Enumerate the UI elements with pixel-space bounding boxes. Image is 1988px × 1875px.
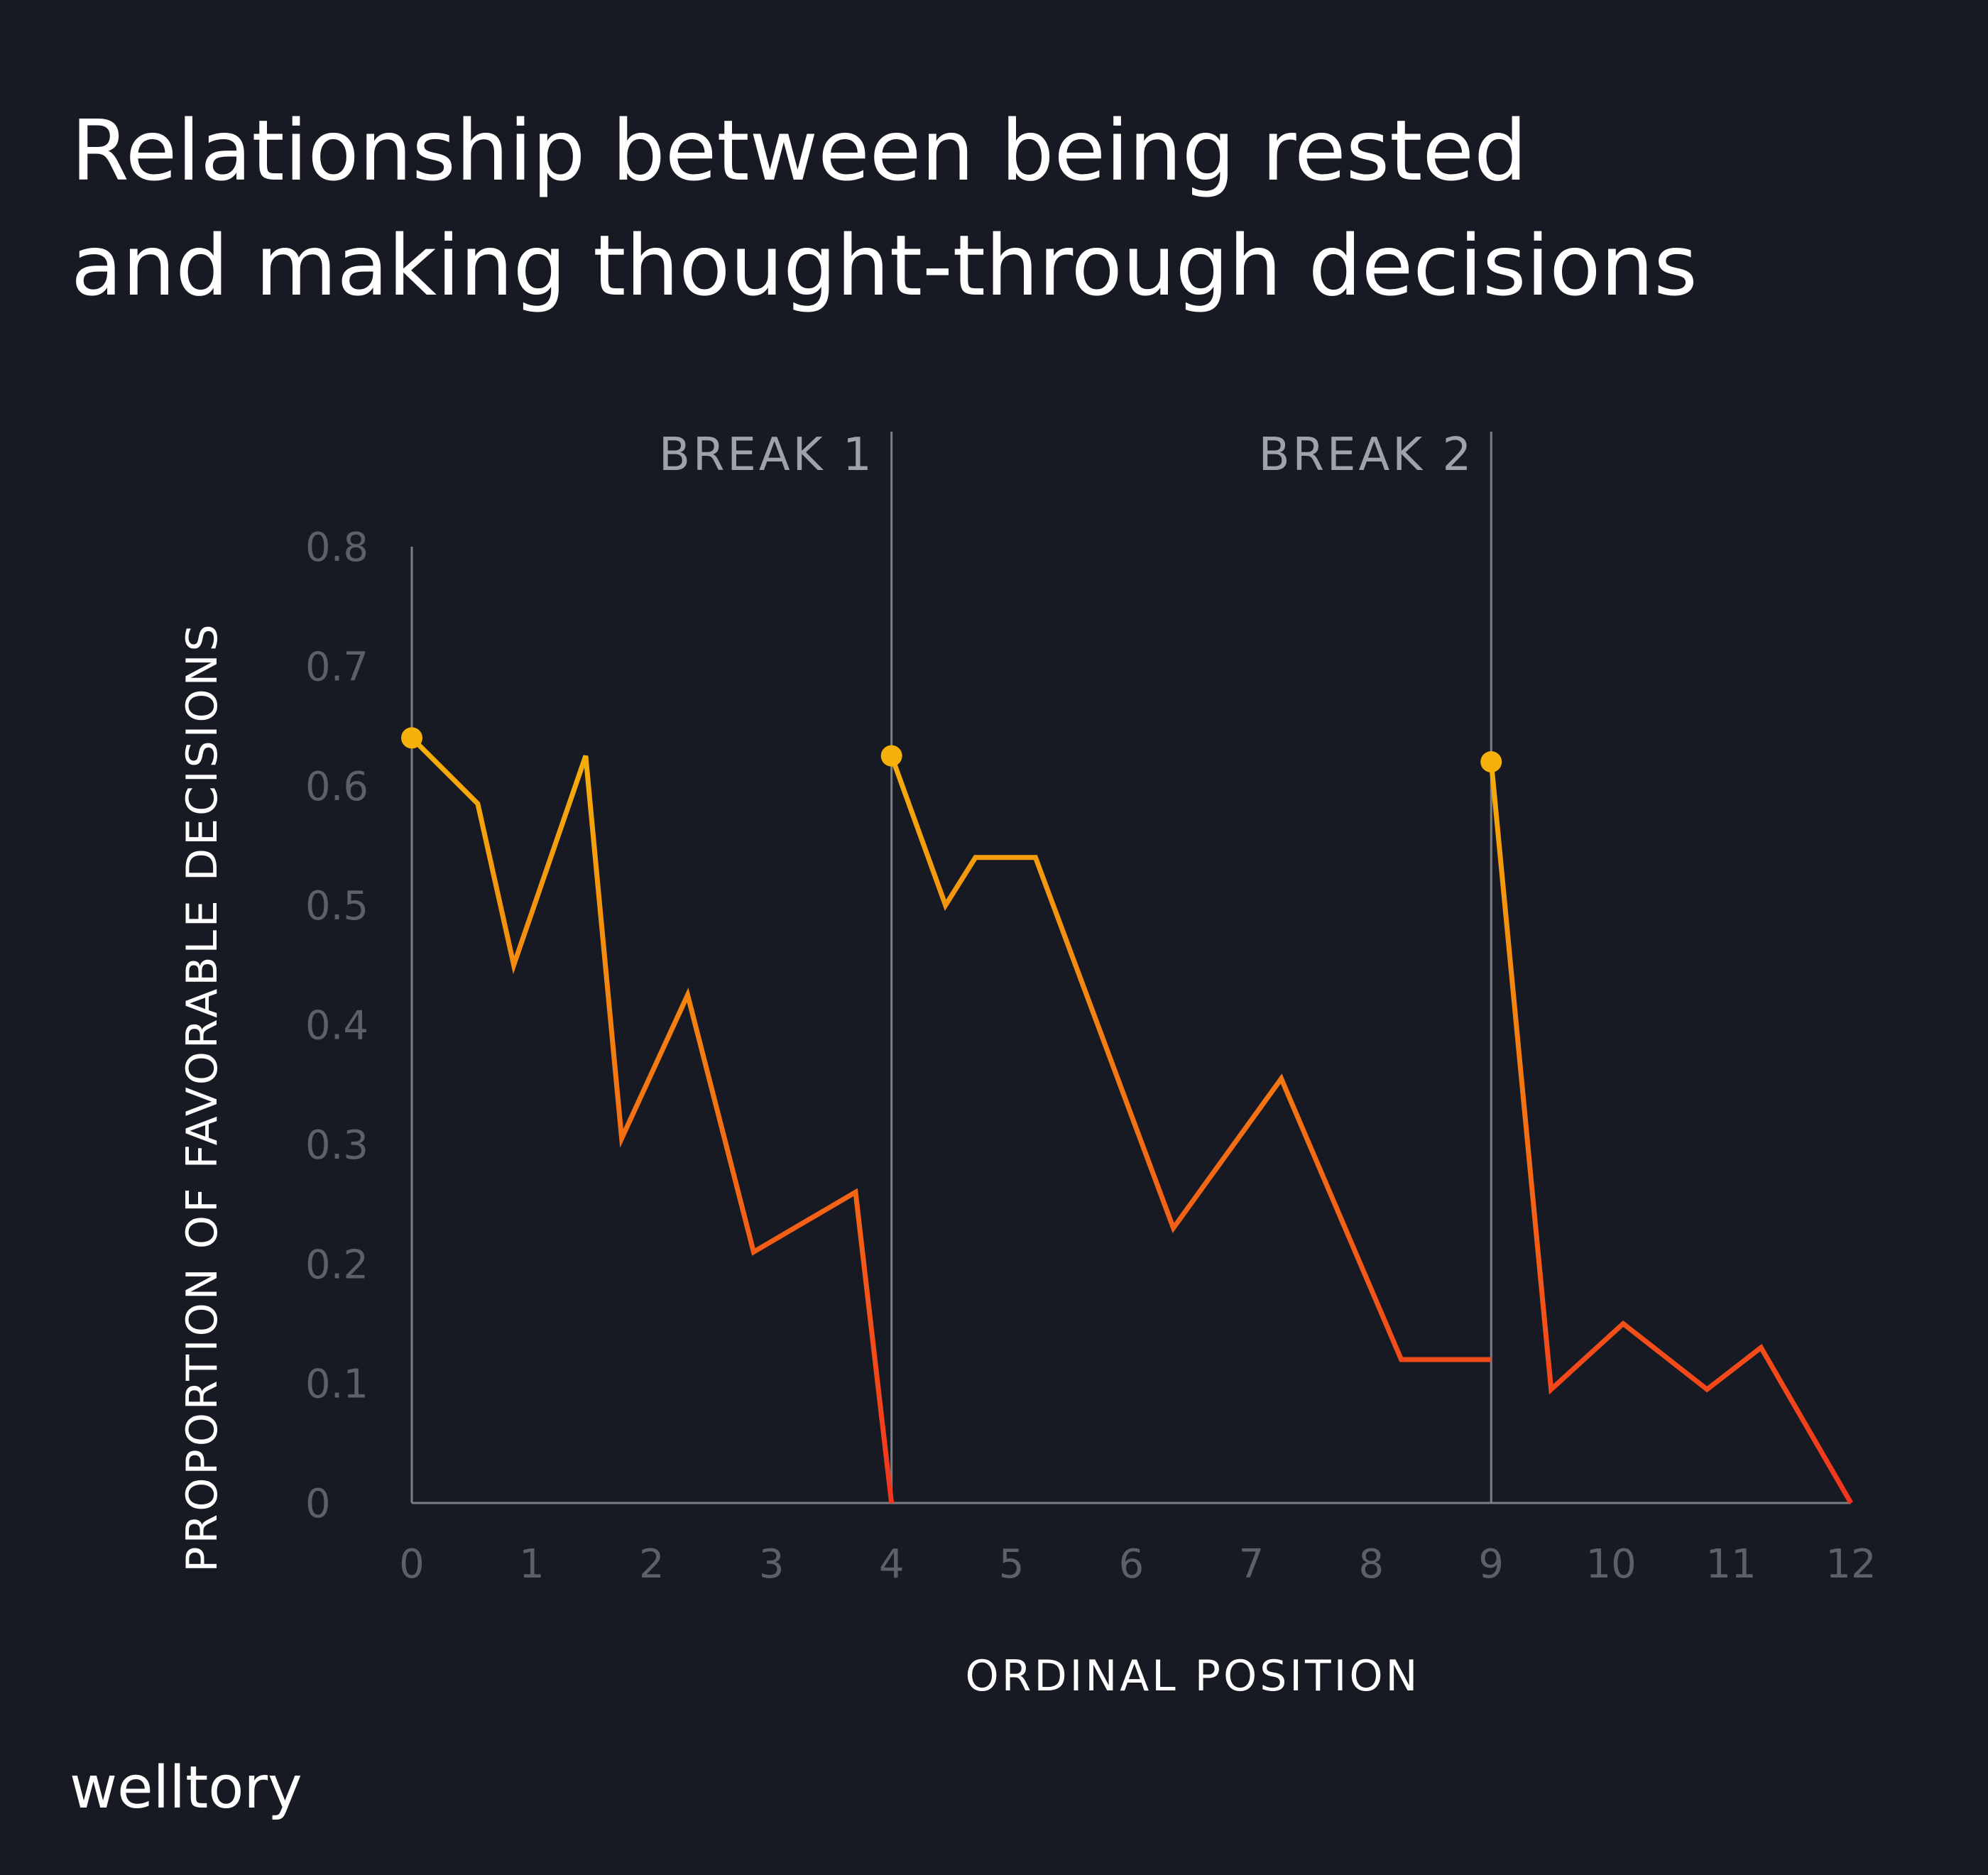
y-tick-label: 0.7 (305, 644, 368, 690)
break-label: BREAK 1 (659, 429, 875, 481)
x-tick-label: 0 (399, 1541, 425, 1587)
x-tick-label: 9 (1478, 1541, 1504, 1587)
chart-title-line-2: and making thought-through decisions (71, 217, 1698, 315)
y-axis-ticks: 0 0.1 0.2 0.3 0.4 0.5 0.6 0.7 0.8 (305, 525, 368, 1527)
x-tick-label: 6 (1119, 1541, 1145, 1587)
x-tick-label: 10 (1586, 1541, 1637, 1587)
segment-start-marker (880, 745, 902, 767)
x-tick-label: 8 (1359, 1541, 1384, 1587)
series-markers (401, 727, 1502, 773)
x-tick-label: 3 (759, 1541, 785, 1587)
y-tick-label: 0.4 (305, 1003, 368, 1049)
y-tick-label: 0.8 (305, 525, 368, 571)
x-tick-label: 12 (1825, 1541, 1876, 1587)
y-tick-label: 0.5 (305, 883, 368, 929)
segment-start-marker (401, 727, 422, 749)
x-axis-title: ORDINAL POSITION (966, 1651, 1421, 1701)
x-tick-label: 2 (639, 1541, 665, 1587)
y-tick-label: 0.2 (305, 1242, 368, 1288)
break-label: BREAK 2 (1259, 429, 1475, 481)
chart-title-line-1: Relationship between being rested (71, 102, 1527, 199)
x-tick-label: 5 (999, 1541, 1025, 1587)
series-lines (410, 736, 1854, 1504)
y-tick-label: 0.1 (305, 1362, 368, 1408)
x-tick-label: 4 (879, 1541, 905, 1587)
y-tick-label: 0 (305, 1481, 331, 1527)
y-tick-label: 0.6 (305, 764, 368, 810)
series-segment (410, 736, 895, 1504)
y-axis-title: PROPORTION OF FAVORABLE DECISIONS (178, 621, 227, 1572)
welltory-logo: welltory (70, 1754, 302, 1822)
x-tick-label: 11 (1705, 1541, 1756, 1587)
x-tick-label: 7 (1239, 1541, 1265, 1587)
x-axis-ticks: 0 1 2 3 4 5 6 7 8 9 10 11 12 (399, 1541, 1876, 1587)
series-segment (889, 755, 1492, 1362)
x-tick-label: 1 (519, 1541, 545, 1587)
break-markers: BREAK 1 BREAK 2 (659, 429, 1492, 1503)
y-tick-label: 0.3 (305, 1122, 368, 1169)
segment-start-marker (1480, 751, 1502, 773)
series-segment (1488, 761, 1854, 1504)
